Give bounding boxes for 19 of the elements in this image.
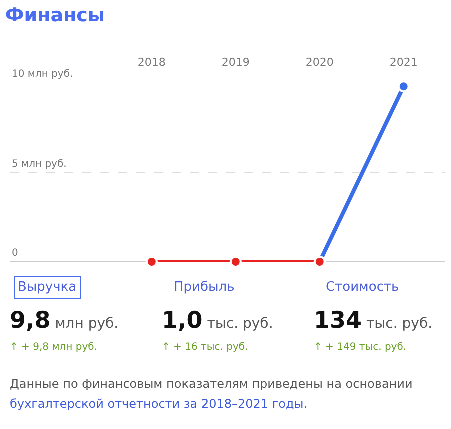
text: Стоимость — [326, 280, 400, 295]
y-tick-label: 5 млн руб. — [12, 159, 67, 170]
text: Данные по финансовым показателям приведены на основании — [10, 377, 413, 391]
chart-title: Финансы — [5, 4, 106, 26]
x-tick-label: 2020 — [306, 56, 334, 69]
x-tick-label: 2018 — [138, 56, 166, 69]
text: Прибыль — [174, 280, 235, 295]
text: Выручка — [18, 280, 77, 295]
x-tick-label: 2019 — [222, 56, 250, 69]
text: 1,0 тыс. руб. — [162, 308, 274, 334]
text: 134 тыс. руб. — [314, 308, 433, 334]
text: ↑ + 149 тыс. руб. — [314, 342, 407, 353]
text: бухгалтерской отчетности за 2018–2021 годы. — [10, 397, 308, 411]
y-tick-label: 10 млн руб. — [12, 69, 74, 80]
text: ↑ + 9,8 млн руб. — [10, 342, 98, 353]
text: 9,8 млн руб. — [10, 308, 119, 334]
y-tick-label: 0 — [12, 248, 18, 259]
x-tick-label: 2021 — [390, 56, 418, 69]
text: ↑ + 16 тыс. руб. — [162, 342, 248, 353]
